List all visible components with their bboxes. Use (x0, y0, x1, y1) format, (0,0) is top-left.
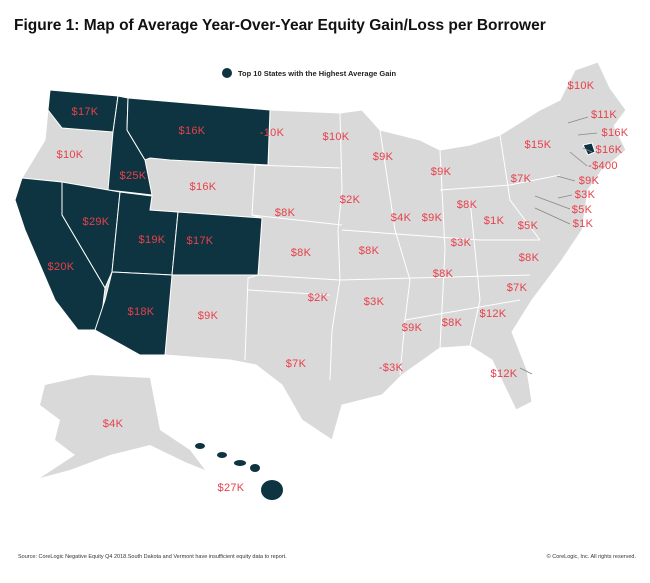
label-wy: $16K (189, 181, 217, 193)
label-ar: $3K (363, 296, 385, 308)
label-nd: -10K (259, 127, 285, 139)
label-ok: $2K (307, 292, 329, 304)
figure-title: Figure 1: Map of Average Year-Over-Year … (14, 17, 546, 34)
label-ma: $16K (601, 127, 629, 139)
state-az (94, 271, 173, 356)
label-ky: $3K (450, 237, 472, 249)
state-ca (14, 177, 106, 331)
label-wi: $9K (372, 151, 394, 163)
source-note: Source: CoreLogic Negative Equity Q4 201… (18, 554, 287, 560)
copyright: © CoreLogic, Inc. All rights reserved. (546, 554, 636, 560)
label-nv: $29K (82, 216, 110, 228)
label-nh: $11K (590, 109, 618, 121)
label-va: $5K (517, 220, 539, 232)
label-wv: $1K (483, 215, 505, 227)
label-me: $10K (567, 80, 595, 92)
label-hi: $27K (217, 482, 245, 494)
label-mo: $8K (358, 245, 380, 257)
label-mi: $9K (430, 166, 452, 178)
label-la: -$3K (378, 362, 404, 374)
label-nc: $8K (518, 252, 540, 264)
label-wa: $17K (71, 106, 99, 118)
state-wa (47, 89, 119, 133)
label-pa: $7K (510, 173, 532, 185)
label-mn: $10K (322, 131, 350, 143)
label-ms: $9K (401, 322, 423, 334)
label-de: $3K (574, 189, 596, 201)
state-co (171, 211, 263, 276)
label-dc: $1K (572, 218, 594, 230)
label-ca: $20K (47, 261, 75, 273)
label-mt: $16K (178, 125, 206, 137)
label-al: $8K (441, 317, 463, 329)
label-oh: $8K (456, 199, 478, 211)
leader-lines (519, 116, 598, 375)
label-ia: $2K (339, 194, 361, 206)
alaska-shape (40, 375, 205, 478)
label-nj: $9K (578, 175, 600, 187)
label-ct: -$400 (588, 160, 618, 172)
label-ut: $19K (138, 234, 166, 246)
label-tx: $7K (285, 358, 307, 370)
label-in: $9K (421, 212, 443, 224)
legend-label: Top 10 States with the Highest Average G… (238, 68, 397, 78)
label-nm: $9K (197, 310, 219, 322)
label-md: $5K (571, 204, 593, 216)
label-ne: $8K (274, 207, 296, 219)
label-ga: $12K (479, 308, 507, 320)
state-mt (126, 97, 271, 166)
hawaii-shape (195, 443, 283, 500)
label-co: $17K (186, 235, 214, 247)
label-il: $4K (390, 212, 412, 224)
highlighted-states (14, 89, 596, 356)
label-or: $10K (56, 149, 84, 161)
legend-dot-icon (222, 68, 232, 78)
label-id: $25K (119, 170, 147, 182)
label-ks: $8K (290, 247, 312, 259)
label-fl: $12K (490, 368, 518, 380)
label-ri: $16K (595, 144, 623, 156)
label-az: $18K (127, 306, 155, 318)
label-ny: $15K (524, 139, 552, 151)
label-tn: $8K (432, 268, 454, 280)
legend: Top 10 States with the Highest Average G… (222, 68, 396, 78)
label-sc: $7K (506, 282, 528, 294)
label-ak: $4K (102, 418, 124, 430)
